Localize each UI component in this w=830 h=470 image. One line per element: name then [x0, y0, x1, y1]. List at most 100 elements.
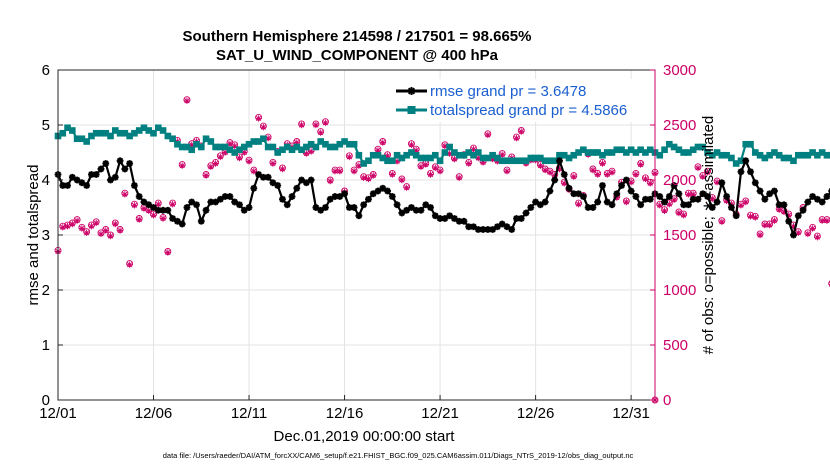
rmse-marker [646, 195, 654, 203]
obs-assimilated-marker [241, 149, 248, 156]
obs-assimilated-marker [336, 168, 343, 175]
rmse-marker [417, 206, 425, 214]
rmse-marker [274, 182, 282, 189]
rmse-marker [546, 187, 554, 195]
obs-assimilated-marker [231, 142, 238, 150]
rmse-marker [656, 193, 664, 200]
rmse-marker [455, 217, 463, 225]
obs-assimilated-marker [723, 197, 730, 205]
y-tick-label: 6 [42, 62, 50, 79]
obs-assimilated-marker [680, 212, 687, 219]
rmse-marker [470, 223, 477, 231]
legend-rmse-star [407, 87, 416, 95]
obs-assimilated-marker [513, 135, 520, 142]
rmse-marker [680, 201, 688, 209]
rmse-marker [536, 201, 544, 209]
rmse-marker [718, 179, 726, 187]
obs-assimilated-marker [169, 201, 176, 208]
rmse-marker [489, 226, 497, 233]
rmse-marker [111, 173, 119, 181]
spread-marker [474, 149, 482, 156]
obs-assimilated-marker [470, 146, 477, 153]
rmse-marker [594, 198, 602, 206]
obs-assimilated-marker [647, 180, 654, 187]
y-tick-label: 5 [42, 117, 50, 134]
obs-assimilated-marker [498, 151, 506, 158]
rmse-marker [197, 217, 205, 225]
rmse-marker [642, 195, 649, 203]
rmse-marker [298, 176, 305, 184]
rmse-marker [484, 226, 492, 233]
obs-assimilated-marker [140, 205, 148, 212]
rmse-marker [556, 157, 563, 165]
rmse-marker [474, 226, 482, 233]
rmse-marker [350, 204, 358, 211]
obs-assimilated-marker [64, 223, 71, 230]
obs-assimilated-marker [690, 191, 697, 198]
rmse-marker [446, 212, 454, 220]
x-tick-label: 12/11 [231, 405, 267, 422]
obs-assimilated-marker [78, 225, 86, 232]
obs-assimilated-marker [88, 223, 95, 230]
spread-marker [312, 143, 320, 151]
obs-assimilated-marker [360, 174, 367, 181]
rmse-marker [436, 215, 444, 222]
rmse-marker [565, 184, 573, 192]
rmse-marker [799, 206, 807, 214]
obs-assimilated-marker [379, 139, 386, 146]
rmse-marker [259, 173, 267, 181]
rmse-marker [221, 193, 229, 200]
obs-assimilated-marker [790, 223, 797, 230]
spread-marker [790, 157, 797, 165]
spread-marker [260, 135, 267, 143]
obs-assimilated-marker [814, 234, 821, 241]
y-tick-label: 2 [42, 282, 50, 299]
rmse-marker [408, 204, 415, 211]
rmse-marker [790, 231, 797, 239]
obs-assimilated-marker [747, 213, 754, 220]
obs-assimilated-marker [331, 168, 339, 175]
obs-assimilated-marker [766, 221, 773, 229]
obs-assimilated-marker [269, 160, 277, 167]
obs-assimilated-marker [355, 162, 363, 169]
spread-marker [355, 151, 363, 159]
rmse-marker [374, 187, 382, 195]
obs-assimilated-marker [403, 184, 410, 191]
obs-assimilated-marker [608, 169, 616, 176]
rmse-marker [665, 193, 673, 200]
obs-assimilated-marker [164, 249, 172, 256]
obs-assimilated-marker [250, 168, 258, 175]
rmse-marker [302, 179, 310, 187]
obs-assimilated-marker [785, 212, 792, 219]
obs-assimilated-marker [761, 221, 769, 229]
obs-assimilated-marker [102, 227, 109, 234]
rmse-marker [603, 198, 611, 206]
rmse-marker [732, 212, 740, 220]
rmse-marker [527, 204, 535, 211]
obs-assimilated-marker [83, 229, 90, 236]
y-axis-label: rmse and totalspread [25, 165, 42, 306]
rmse-marker [723, 193, 731, 200]
rmse-marker [102, 160, 110, 167]
obs-assimilated-marker [441, 142, 449, 150]
rmse-marker [465, 223, 473, 231]
rmse-marker [131, 182, 138, 189]
rmse-marker [341, 190, 348, 198]
rmse-marker [345, 204, 353, 211]
obs-assimilated-marker [413, 147, 420, 154]
y-right-tick-label: 500 [663, 337, 688, 354]
rmse-marker [178, 220, 186, 228]
spread-marker [207, 138, 215, 145]
obs-assimilated-marker [384, 152, 391, 159]
rmse-marker [771, 187, 778, 195]
rmse-marker [388, 193, 396, 200]
rmse-marker [508, 226, 516, 233]
obs-assimilated-marker [775, 206, 783, 213]
obs-assimilated-marker [279, 165, 286, 173]
rmse-marker [384, 187, 391, 195]
rmse-marker [493, 223, 501, 231]
obs-assimilated-marker [484, 131, 492, 139]
obs-assimilated-marker [317, 129, 324, 136]
rmse-marker [92, 171, 100, 178]
rmse-marker [336, 193, 344, 200]
